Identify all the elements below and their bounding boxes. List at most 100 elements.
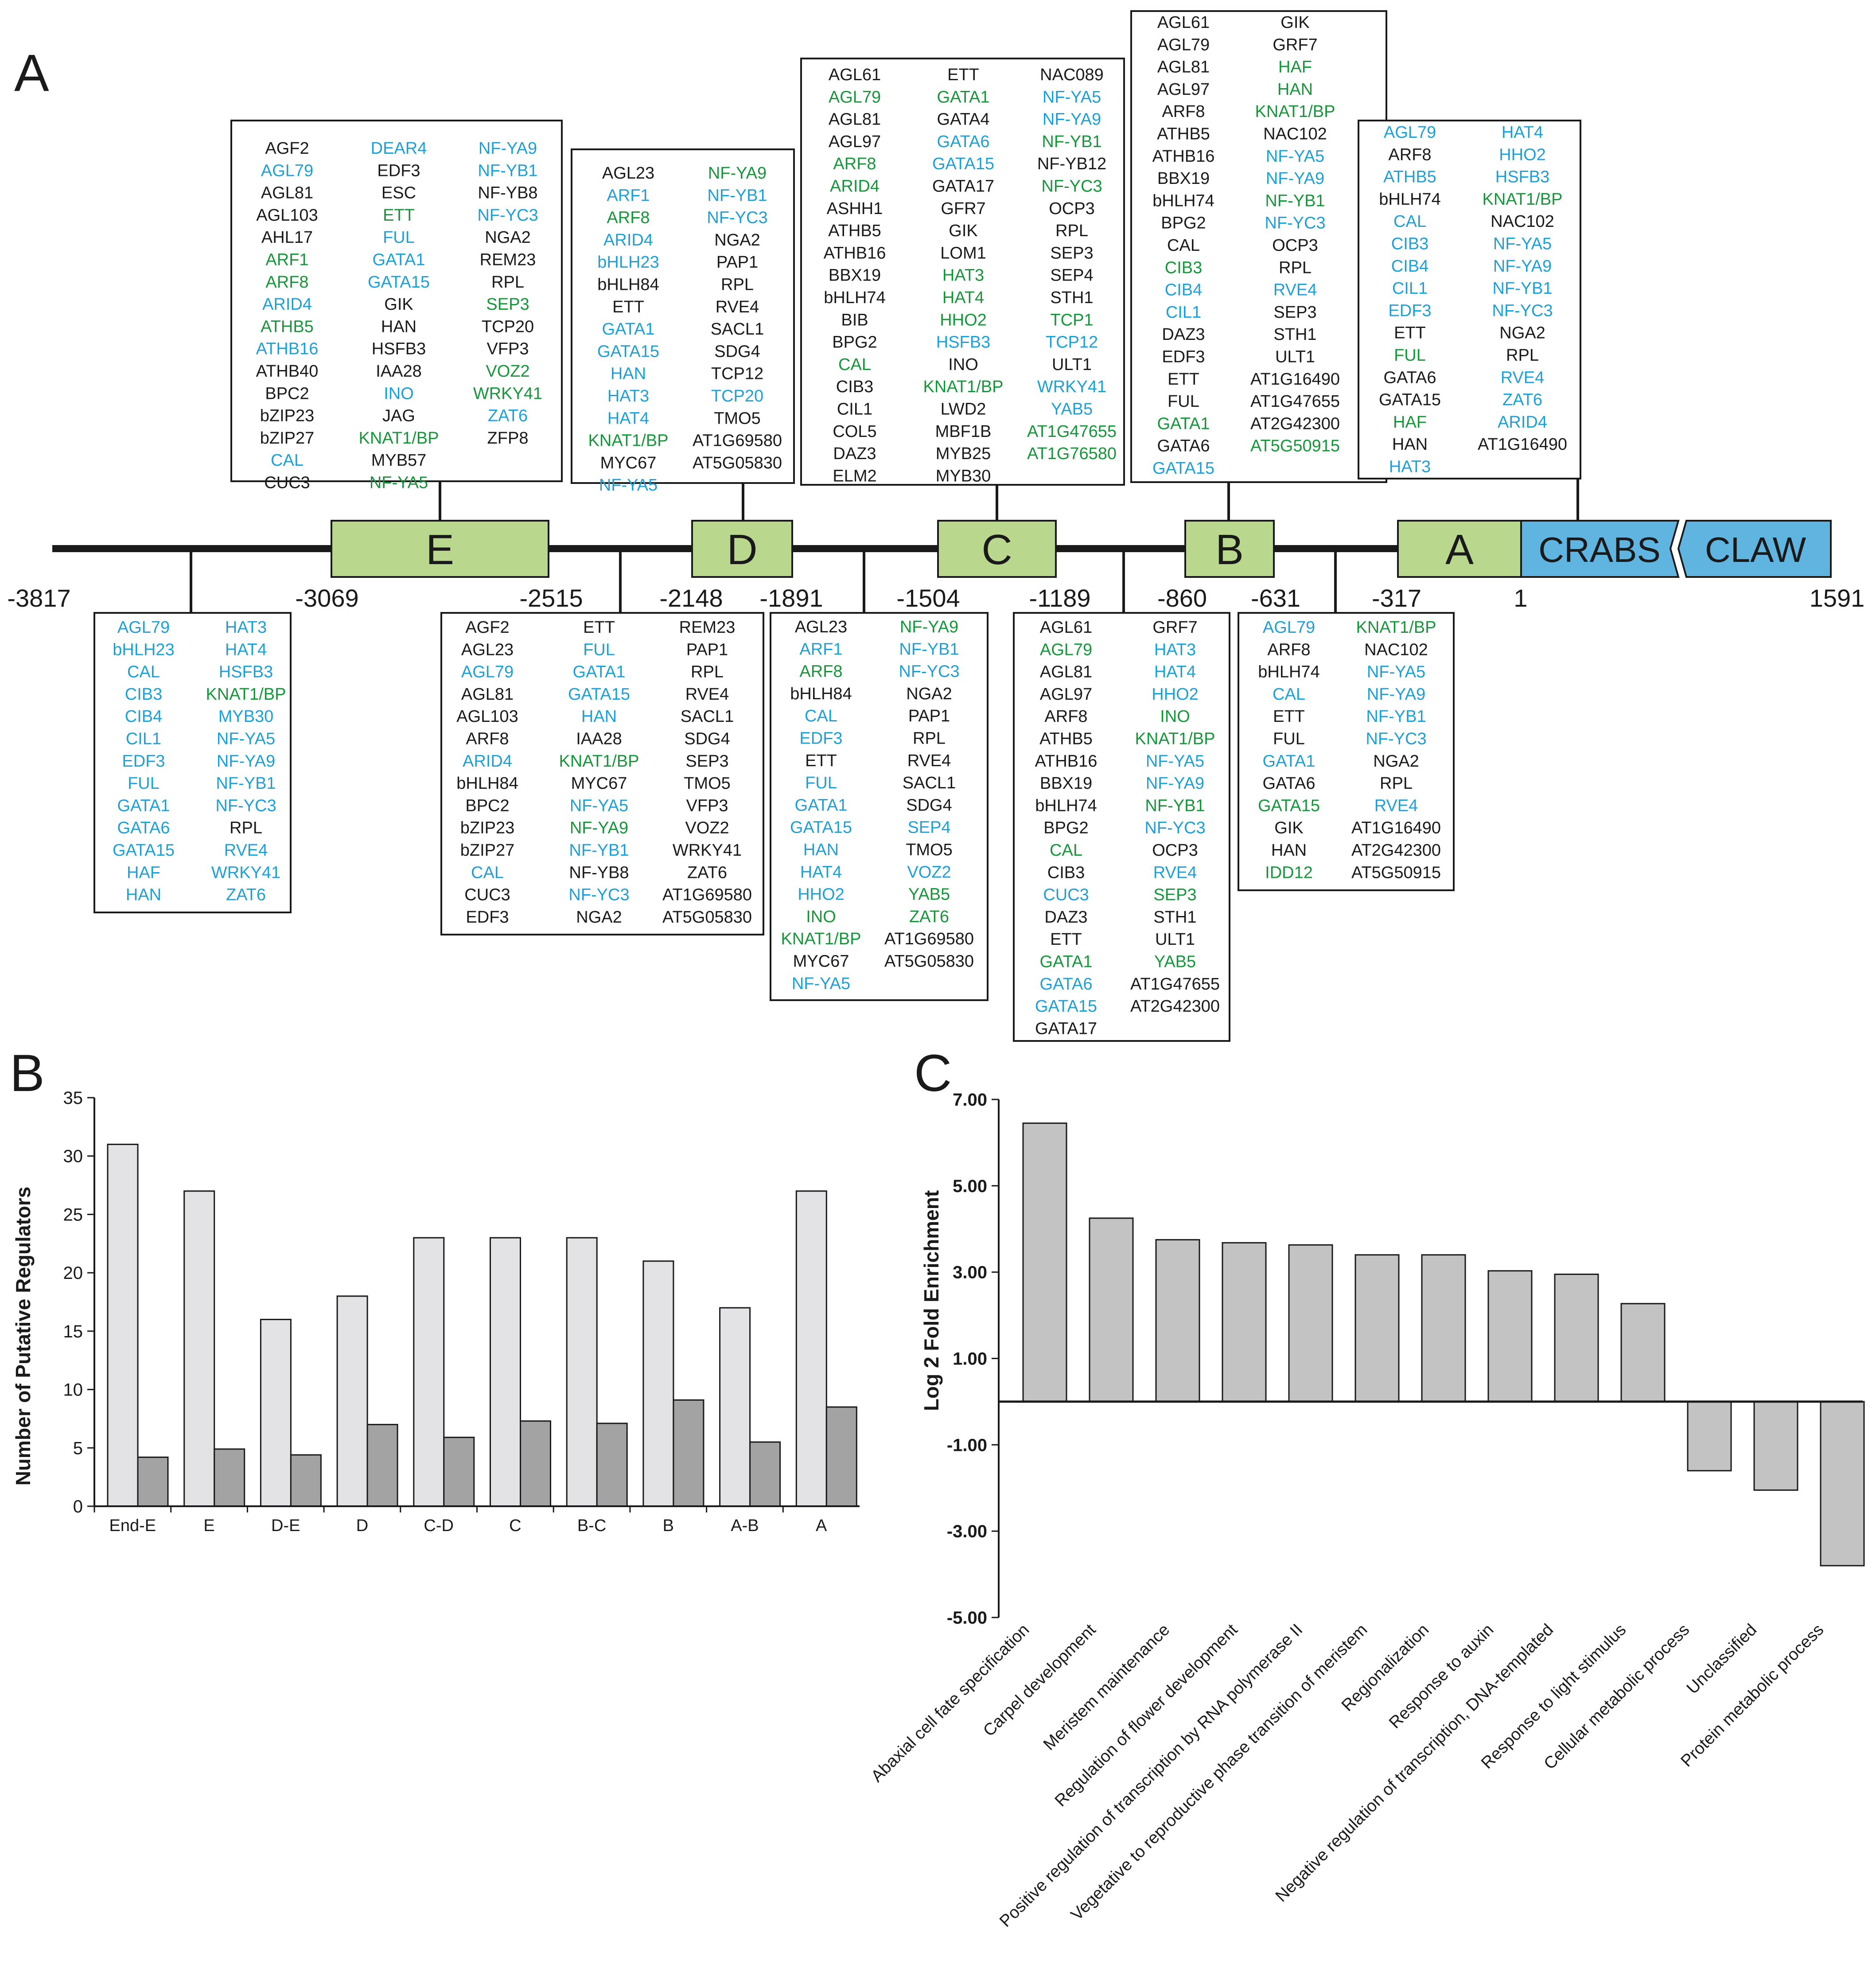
regulator-name: AT5G05830 <box>884 952 974 971</box>
regulator-box-d: AGL23 ARF1 ARF8 ARID4 bHLH23 bHLH84 ETT GATA1 GA… <box>571 148 795 521</box>
regulator-name: TCP12 <box>711 365 763 383</box>
regulator-name: RPL <box>491 273 524 292</box>
regulator-name: NF-YA5 <box>1266 147 1324 166</box>
regulator-name: CIL1 <box>1166 303 1201 322</box>
regulator-name: CAL <box>838 355 871 374</box>
regulator-name: NF-YA9 <box>479 139 537 158</box>
regulator-name: HAT4 <box>1502 123 1543 142</box>
bar-regulation-of-flower-development <box>1222 1242 1267 1403</box>
regulator-name: CIB3 <box>1391 235 1428 253</box>
y-tick-label: 7.00 <box>953 1090 987 1110</box>
regulator-name: ARF1 <box>799 640 842 659</box>
regulator-name: GIK <box>1274 819 1303 838</box>
regulator-name: NAC102 <box>1263 125 1327 144</box>
regulator-name: ATHB16 <box>824 244 886 262</box>
regulator-name: AT5G50915 <box>1250 437 1340 456</box>
box-frame <box>93 612 292 913</box>
bar-c-d-expected <box>443 1437 475 1507</box>
regulator-name: ATHB16 <box>1152 147 1215 166</box>
x-tick-label: D-E <box>271 1516 300 1535</box>
regulator-name: HAT3 <box>1389 458 1431 476</box>
regulator-name: AGL97 <box>1040 685 1092 704</box>
y-tick-label: 35 <box>63 1088 83 1108</box>
regulator-name: NF-YA9 <box>708 164 767 183</box>
regulator-name: EDF3 <box>377 161 420 180</box>
bar-e-regulators <box>183 1190 215 1507</box>
regulator-name: AGL81 <box>461 685 514 704</box>
crabs-label: CRABS <box>1538 530 1661 569</box>
regulator-name: BBX19 <box>1040 774 1092 793</box>
regulator-name: BBX19 <box>1157 169 1210 188</box>
regulator-name: HAT3 <box>225 618 267 637</box>
regulator-name: RVE4 <box>1501 368 1545 387</box>
box-frame <box>1130 10 1387 483</box>
bar-b-c-regulators <box>566 1237 598 1507</box>
regulator-name: ARF1 <box>607 186 650 205</box>
regulator-name: NGA2 <box>1373 752 1419 771</box>
regulator-name: AGL79 <box>1263 618 1315 637</box>
regulator-name: AGL23 <box>795 618 847 636</box>
regulator-name: NF-YC3 <box>477 206 538 225</box>
regulator-name: CAL <box>127 663 160 682</box>
regulator-name: ZAT6 <box>1502 391 1542 409</box>
regulator-name: ELM2 <box>833 467 876 485</box>
y-tick-label: -3.00 <box>947 1522 987 1541</box>
y-tick-label: -1.00 <box>947 1435 987 1455</box>
regulator-name: RVE4 <box>1273 281 1317 300</box>
regulator-name: GATA1 <box>1040 953 1093 971</box>
regulator-name: bHLH74 <box>1152 191 1214 210</box>
regulator-name: ARID4 <box>603 231 653 249</box>
regulator-name: NF-YB8 <box>478 184 537 203</box>
regulator-name: HAN <box>1271 841 1307 860</box>
regulator-name: CIB3 <box>125 685 162 704</box>
regulator-name: RPL <box>1380 774 1413 793</box>
regulator-name: ZAT6 <box>488 407 528 425</box>
regulator-name: AT1G69580 <box>693 432 782 450</box>
regulator-name: AT1G47655 <box>1250 392 1340 411</box>
bar-a-regulators <box>795 1190 827 1507</box>
regulator-name: RPL <box>1055 222 1088 240</box>
regulator-name: ETT <box>612 298 644 316</box>
regulator-name: KNAT1/BP <box>1483 190 1563 209</box>
bar-c-expected <box>520 1420 551 1507</box>
regulator-name: AGF2 <box>265 139 309 158</box>
regulator-name: ULT1 <box>1275 348 1315 366</box>
regulator-name: NF-YA5 <box>792 974 850 993</box>
regulator-name: AGL61 <box>1040 618 1092 637</box>
regulator-name: ATHB5 <box>1383 168 1436 187</box>
regulator-name: NF-YA9 <box>1043 110 1101 129</box>
regulator-name: CIL1 <box>126 730 161 748</box>
regulator-name: BBX19 <box>829 266 881 285</box>
regulator-name: CIB4 <box>1165 281 1202 300</box>
regulator-name: AGL81 <box>829 110 881 129</box>
regulator-name: AGL81 <box>261 184 313 203</box>
bar-response-to-light-stimulus <box>1620 1303 1666 1403</box>
regulator-name: WRKY41 <box>473 384 542 403</box>
bar-protein-metabolic-process <box>1820 1401 1865 1567</box>
regulator-name: YAB5 <box>1154 953 1196 971</box>
bar-regionalization <box>1421 1254 1466 1403</box>
regulator-name: HHO2 <box>798 885 845 904</box>
regulator-name: MBF1B <box>935 422 992 441</box>
regulator-name: GATA1 <box>602 320 655 339</box>
region-box <box>1397 520 1522 578</box>
regulator-name: NF-YC3 <box>215 796 276 815</box>
regulator-name: bHLH74 <box>1258 663 1319 682</box>
x-tick-label: End-E <box>109 1516 156 1535</box>
regulator-name: AGL61 <box>1157 13 1210 32</box>
regulator-name: MYB30 <box>936 467 991 485</box>
y-tick-label: 5 <box>73 1438 83 1458</box>
y-tick-label: 25 <box>63 1205 83 1224</box>
regulator-name: HHO2 <box>940 311 987 329</box>
x-tick-label: A <box>816 1516 827 1535</box>
regulator-name: GATA6 <box>1384 368 1436 387</box>
regulator-name: ETT <box>1050 930 1082 949</box>
regulator-name: NF-YB1 <box>478 161 537 180</box>
regulator-name: REM23 <box>480 251 536 269</box>
regulator-box-e: AGF2 AGL79 AGL81 AGL103 AHL17 ARF1 ARF8 ARID4 AT… <box>230 120 563 521</box>
regulator-name: AT1G16490 <box>1478 435 1567 454</box>
y-tick-label: 20 <box>63 1263 83 1283</box>
regulator-name: SDG4 <box>906 796 952 815</box>
regulator-name: CIB3 <box>836 378 873 396</box>
